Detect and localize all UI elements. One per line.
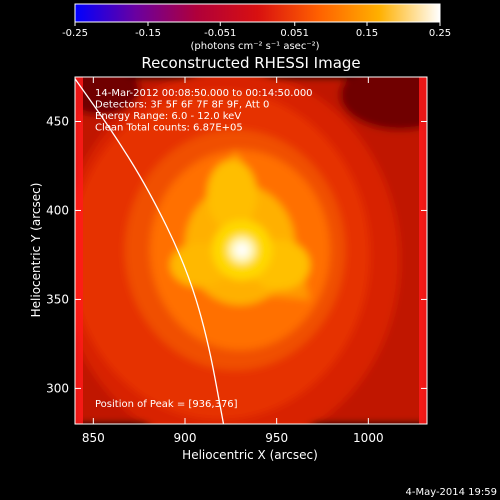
solar-limb-curve bbox=[75, 78, 225, 424]
annotation-line: Energy Range: 6.0 - 12.0 keV bbox=[95, 111, 241, 122]
x-tick-label: 850 bbox=[82, 431, 105, 445]
x-tick-label: 900 bbox=[174, 431, 197, 445]
annotation-line: Detectors: 3F 5F 6F 7F 8F 9F, Att 0 bbox=[95, 100, 269, 111]
colorbar-tick-label: -0.15 bbox=[135, 28, 161, 39]
y-tick-label: 450 bbox=[46, 114, 69, 128]
x-axis: 850 900 950 1000 bbox=[82, 77, 384, 445]
plot-frame bbox=[74, 76, 428, 425]
colorbar bbox=[74, 3, 441, 23]
colorbar-ticks: -0.25 -0.15 -0.051 0.051 0.15 0.25 bbox=[62, 22, 451, 39]
y-axis-label: Heliocentric Y (arcsec) bbox=[29, 183, 43, 318]
heatmap-image bbox=[75, 77, 427, 424]
footer-date: 4-May-2014 19:59 bbox=[405, 487, 497, 498]
annotation-line: Clean Total counts: 6.87E+05 bbox=[95, 123, 243, 134]
chart-title: Reconstructed RHESSI Image bbox=[141, 54, 360, 72]
colorbar-tick-label: 0.15 bbox=[356, 28, 378, 39]
annotation-block: 14-Mar-2012 00:08:50.000 to 00:14:50.000… bbox=[95, 88, 313, 134]
y-axis: 300 350 400 450 bbox=[46, 114, 427, 395]
y-tick-label: 400 bbox=[46, 203, 69, 217]
x-tick-label: 1000 bbox=[353, 431, 384, 445]
annotation-line: 14-Mar-2012 00:08:50.000 to 00:14:50.000 bbox=[95, 88, 313, 99]
y-tick-label: 300 bbox=[46, 381, 69, 395]
peak-position-label: Position of Peak = [936,376] bbox=[95, 399, 238, 410]
left-edge-marker bbox=[75, 77, 83, 424]
colorbar-tick-label: -0.25 bbox=[62, 28, 88, 39]
x-axis-label: Heliocentric X (arcsec) bbox=[182, 448, 318, 462]
colorbar-tick-label: 0.051 bbox=[280, 28, 309, 39]
right-edge-marker bbox=[419, 77, 427, 424]
x-tick-label: 950 bbox=[265, 431, 288, 445]
colorbar-tick-label: -0.051 bbox=[204, 28, 236, 39]
colorbar-tick-label: 0.25 bbox=[429, 28, 451, 39]
colorbar-unit-label: (photons cm⁻² s⁻¹ asec⁻²) bbox=[190, 41, 319, 52]
y-tick-label: 350 bbox=[46, 292, 69, 306]
